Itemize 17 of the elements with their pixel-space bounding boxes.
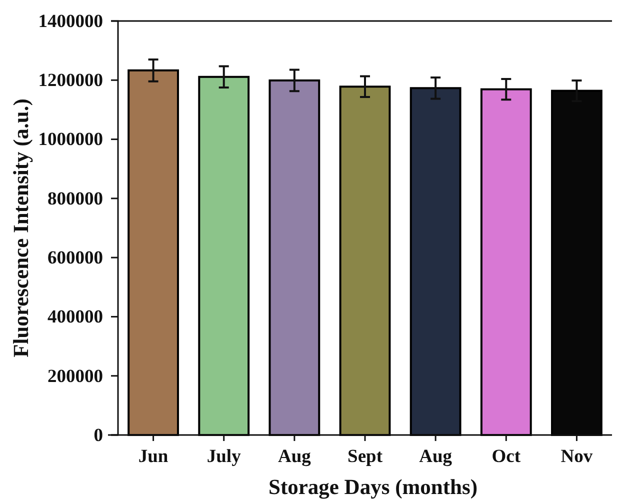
y-tick-label: 0 (94, 426, 103, 446)
x-tick-label: July (206, 447, 242, 468)
x-tick-label: Oct (492, 447, 522, 468)
y-tick-label: 1000000 (38, 130, 103, 150)
y-tick-label: 400000 (48, 308, 103, 328)
x-tick-label: Aug (278, 447, 312, 468)
y-tick-label: 1400000 (38, 12, 103, 32)
x-tick-label: Nov (560, 447, 594, 468)
y-tick-label: 1200000 (38, 71, 103, 92)
x-tick-label: Aug (419, 447, 453, 468)
y-tick-label: 600000 (48, 248, 103, 268)
y-tick-label: 800000 (48, 189, 103, 210)
x-axis-title: Storage Days (months) (268, 475, 478, 499)
y-tick-label: 200000 (48, 366, 103, 387)
y-axis-title: Fluorescence Intensity (a.u.) (9, 98, 33, 358)
x-tick-label: Jun (138, 447, 169, 468)
x-tick-label: Sept (348, 447, 384, 468)
